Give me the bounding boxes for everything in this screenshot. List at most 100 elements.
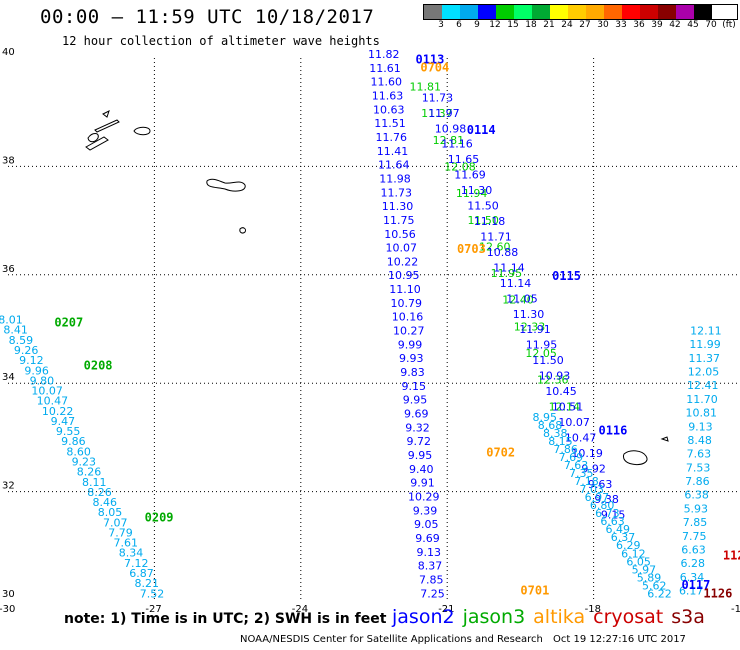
island-portosanto <box>660 436 669 442</box>
satellite-label-jason3: jason3 <box>462 606 526 628</box>
legend-label: 3 <box>438 20 444 30</box>
swh-value: 9.93 <box>399 352 424 365</box>
legend-swatch <box>514 5 532 19</box>
pass-time-label: 0114 <box>467 123 496 137</box>
legend-label: 39 <box>651 20 663 30</box>
y-tick-label: 30 <box>2 589 15 600</box>
swh-value: 12.05 <box>525 347 557 360</box>
swh-value: 8.26 <box>77 466 102 479</box>
swh-value: 12.36 <box>537 374 569 387</box>
swh-value: 12.11 <box>690 324 722 337</box>
swh-value: 11.64 <box>378 159 410 172</box>
page-title: 00:00 – 11:59 UTC 10/18/2017 <box>40 6 375 28</box>
legend-label: 12 <box>489 20 501 30</box>
swh-value: 11.99 <box>689 338 721 351</box>
swh-value: 11.14 <box>493 261 525 274</box>
satellite-label-s3a: s3a <box>671 606 705 628</box>
swh-value: 10.07 <box>386 242 418 255</box>
track-layer: 8.018.418.599.269.129.969.8010.0710.4710… <box>0 48 722 600</box>
swh-value: 11.30 <box>382 200 414 213</box>
legend-swatch <box>550 5 568 19</box>
swh-value: 10.22 <box>387 255 419 268</box>
swh-value: 9.39 <box>413 504 438 517</box>
swh-value: 8.41 <box>3 324 28 337</box>
track-altika-se: 8.958.688.388.157.867.697.637.357.187.03… <box>533 411 672 600</box>
island-faial <box>87 133 99 143</box>
y-tick-label: 38 <box>2 155 15 166</box>
satellite-legend: jason2 jason3 altika cryosat s3a <box>392 606 713 628</box>
swh-value: 6.63 <box>600 515 625 528</box>
islands <box>85 110 669 465</box>
swh-value: 7.69 <box>559 451 584 464</box>
swh-value: 7.63 <box>564 459 589 472</box>
swh-value: 10.22 <box>42 405 74 418</box>
legend-label: 70 <box>705 20 717 30</box>
swh-value: 8.11 <box>82 476 107 489</box>
legend-swatch <box>658 5 676 19</box>
swh-value: 6.12 <box>621 547 646 560</box>
island-terceira <box>133 126 151 136</box>
swh-value: 9.13 <box>688 420 713 433</box>
swh-value: 11.97 <box>428 107 460 120</box>
legend-labels: 3 6 9 12 15 18 21 24 27 30 33 36 39 42 45 70 (ft) <box>432 20 738 30</box>
swh-value: 11.82 <box>368 48 400 61</box>
pass-time-label: 0116 <box>598 424 627 438</box>
swh-value: 7.63 <box>687 448 712 461</box>
swh-value: 7.85 <box>683 516 708 529</box>
pass-time-label: 1126 <box>703 586 732 600</box>
swh-value: 11.73 <box>422 91 454 104</box>
y-tick-label: 40 <box>2 47 15 58</box>
swh-value: 11.98 <box>379 172 411 185</box>
swh-value: 11.91 <box>519 323 551 336</box>
swh-value: 9.63 <box>588 478 613 491</box>
swh-value: 12.81 <box>433 134 465 147</box>
swh-value: 10.27 <box>393 325 425 338</box>
swh-value: 6.29 <box>616 539 641 552</box>
swh-value: 11.75 <box>383 214 415 227</box>
swh-value: 8.15 <box>548 435 573 448</box>
legend-label: 30 <box>597 20 609 30</box>
page-subtitle: 12 hour collection of altimeter wave hei… <box>62 34 380 48</box>
swh-value: 8.38 <box>543 427 568 440</box>
legend-swatch <box>478 5 496 19</box>
legend-swatch <box>622 5 640 19</box>
pass-time-label: 0209 <box>145 510 174 524</box>
swh-value: 9.15 <box>402 380 427 393</box>
swh-value: 11.65 <box>448 153 480 166</box>
track-jason2-west: 11.8211.6111.6011.6310.6311.5111.7611.41… <box>368 48 445 600</box>
swh-value: 11.76 <box>376 131 408 144</box>
legend-swatches <box>423 4 738 20</box>
track-jason3-west: 8.018.418.599.269.129.969.8010.0710.4710… <box>0 314 164 601</box>
island-flores <box>102 110 110 118</box>
swh-value: 5.93 <box>684 502 709 515</box>
swh-value: 10.63 <box>373 103 405 116</box>
y-tick-label: 34 <box>2 372 15 383</box>
legend-swatch <box>424 5 442 19</box>
swh-value: 10.45 <box>545 385 577 398</box>
swh-value: 10.88 <box>487 246 519 259</box>
swh-value: 10.16 <box>392 311 424 324</box>
swh-value: 6.97 <box>585 491 610 504</box>
swh-value: 10.79 <box>391 297 423 310</box>
pass-time-label: 0207 <box>54 315 83 329</box>
swh-value: 8.37 <box>418 560 443 573</box>
swh-value: 11.10 <box>389 283 421 296</box>
swh-value: 9.95 <box>403 394 428 407</box>
swh-value: 10.07 <box>558 416 590 429</box>
x-tick-label: -24 <box>292 604 308 615</box>
swh-value: 12.14 <box>549 400 581 413</box>
swh-value: 9.38 <box>594 493 619 506</box>
y-tick-label: 32 <box>2 481 15 492</box>
swh-value: 6.22 <box>647 587 672 600</box>
pass-time-label: 0208 <box>84 359 113 373</box>
legend-swatch <box>496 5 514 19</box>
x-tick-label: -30 <box>0 604 15 615</box>
swh-value: 7.85 <box>419 573 444 586</box>
swh-value: 6.49 <box>606 523 631 536</box>
swh-value: 12.41 <box>687 379 719 392</box>
swh-value: 10.81 <box>685 407 717 420</box>
legend-swatch <box>460 5 478 19</box>
track-jason2-east: 12.1111.9911.3712.0512.4111.7010.819.138… <box>679 324 722 597</box>
swh-value: 8.05 <box>98 506 123 519</box>
